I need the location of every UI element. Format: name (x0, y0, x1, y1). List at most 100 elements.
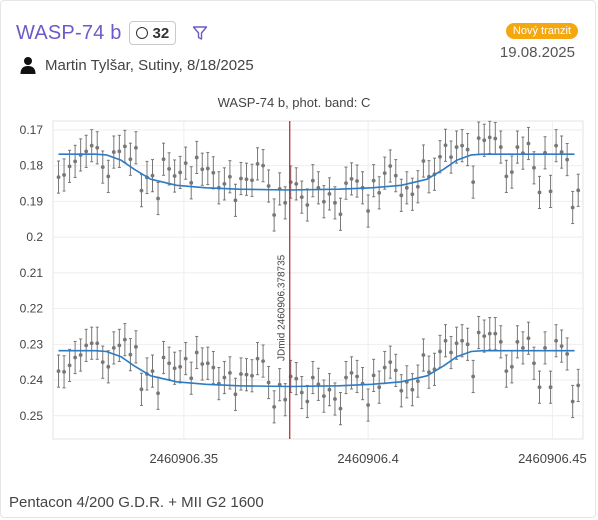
point-marker (438, 349, 442, 354)
data-point-lower (371, 358, 376, 392)
point-marker (333, 397, 337, 401)
point-marker (89, 143, 94, 148)
point-marker (78, 353, 83, 357)
data-point-lower (78, 338, 83, 372)
point-marker (349, 176, 354, 181)
point-marker (62, 173, 66, 177)
point-marker (167, 166, 171, 171)
data-point-upper (498, 130, 503, 164)
data-point-lower (532, 346, 536, 380)
point-marker (476, 330, 481, 335)
data-point-upper (421, 144, 426, 178)
data-point-lower (415, 364, 420, 398)
point-marker (471, 180, 476, 184)
mid-time-marker: JDmid 2460906.378735 (277, 121, 291, 439)
data-point-upper (349, 162, 354, 196)
data-point-lower (388, 345, 393, 379)
point-marker (515, 145, 520, 149)
data-point-upper (532, 151, 536, 185)
point-marker (526, 141, 531, 146)
point-marker (554, 338, 558, 343)
data-point-lower (377, 370, 382, 404)
point-marker (382, 171, 387, 176)
point-marker (388, 360, 393, 365)
point-marker (427, 370, 431, 375)
data-point-upper (504, 159, 509, 193)
point-marker (250, 373, 254, 378)
data-point-lower (443, 324, 448, 358)
point-marker (261, 359, 265, 364)
point-marker (393, 368, 398, 373)
point-marker (526, 336, 531, 341)
point-marker (255, 356, 260, 361)
point-marker (167, 361, 171, 366)
point-marker (454, 341, 459, 346)
point-marker (178, 170, 183, 175)
point-marker (233, 198, 238, 203)
point-marker (532, 361, 536, 366)
point-marker (355, 374, 359, 379)
data-point-upper (150, 159, 155, 193)
data-point-upper (95, 131, 100, 165)
data-point-lower (228, 356, 232, 390)
y-tick-label: 0.22 (20, 302, 44, 316)
data-point-lower (399, 374, 404, 408)
data-point-lower (111, 331, 116, 365)
point-marker (239, 176, 243, 181)
data-point-upper (73, 144, 78, 178)
planet-name[interactable]: WASP-74 b (16, 21, 122, 44)
data-point-upper (565, 143, 570, 177)
data-point-lower (327, 373, 332, 407)
data-point-upper (84, 134, 89, 168)
point-marker (161, 157, 166, 162)
observation-count-badge[interactable]: 32 (128, 21, 177, 45)
point-marker (576, 383, 581, 388)
point-marker (333, 200, 337, 205)
data-point-lower (67, 348, 72, 382)
point-marker (228, 174, 232, 179)
observer-row: Martin Tylšar, Sutiny, 8/18/2025 (19, 56, 254, 74)
data-point-lower (355, 359, 359, 394)
point-marker (465, 342, 470, 347)
point-marker (576, 188, 581, 193)
data-point-upper (333, 186, 337, 220)
point-marker (239, 372, 243, 376)
data-point-lower (537, 370, 542, 404)
data-point-lower (211, 350, 216, 385)
point-marker (377, 385, 382, 390)
data-point-upper (261, 149, 265, 183)
data-point-upper (294, 167, 299, 201)
data-point-upper (299, 180, 304, 214)
data-point-upper (228, 160, 232, 194)
point-marker (404, 185, 409, 190)
data-point-upper (321, 185, 326, 219)
point-marker (421, 353, 426, 357)
data-point-upper (205, 151, 210, 186)
data-point-lower (487, 317, 492, 351)
data-point-lower (255, 342, 260, 376)
point-marker (161, 355, 166, 360)
data-point-upper (482, 123, 487, 157)
point-marker (56, 369, 61, 374)
data-point-upper (277, 172, 282, 206)
data-point-upper (327, 177, 332, 211)
point-marker (100, 360, 105, 365)
x-axis: 2460906.35 2460906.4 2460906.45 (149, 451, 586, 466)
data-point-lower (239, 357, 243, 391)
point-marker (122, 337, 127, 342)
point-marker (84, 149, 89, 154)
data-point-lower (366, 388, 371, 422)
data-point-lower (283, 383, 288, 417)
point-marker (156, 391, 160, 396)
point-marker (509, 170, 514, 174)
point-marker (89, 341, 94, 346)
point-marker (543, 345, 547, 350)
point-marker (482, 138, 487, 143)
point-marker (194, 155, 199, 160)
point-marker (493, 331, 498, 336)
data-point-lower (576, 368, 581, 402)
filter-icon[interactable] (192, 25, 208, 41)
point-marker (399, 193, 404, 198)
data-point-lower (194, 335, 199, 370)
data-point-upper (554, 129, 558, 163)
